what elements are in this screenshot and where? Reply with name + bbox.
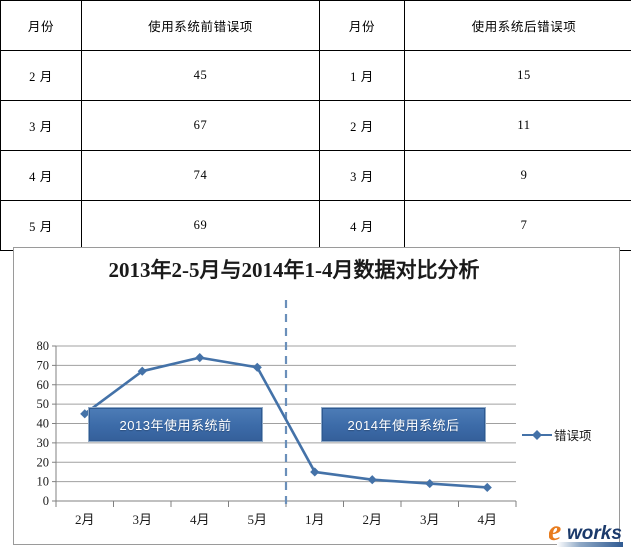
cell-month-before: 4 月 [0, 150, 82, 201]
comparison-table: 月份 使用系统前错误项 月份 使用系统后错误项 2 月 45 1 月 15 3 … [0, 0, 631, 251]
cell-errors-before: 69 [81, 200, 320, 251]
x-axis-tick-label: 4月 [477, 512, 497, 527]
table-body: 月份 使用系统前错误项 月份 使用系统后错误项 2 月 45 1 月 15 3 … [0, 0, 631, 251]
cell-month-before: 2 月 [0, 50, 82, 101]
series-marker-point [195, 353, 205, 363]
legend-marker-icon [522, 429, 552, 440]
cell-month-before: 5 月 [0, 200, 82, 251]
x-axis-tick-label: 5月 [247, 512, 267, 527]
series-marker-point [80, 409, 90, 419]
table-header-month-after: 月份 [319, 0, 405, 51]
callout-before-system: 2013年使用系统前 [89, 408, 262, 441]
table-header-errors-before: 使用系统前错误项 [81, 0, 320, 51]
y-axis-tick-label: 60 [37, 378, 50, 392]
table-header-row: 月份 使用系统前错误项 月份 使用系统后错误项 [0, 0, 631, 51]
y-axis-tick-label: 10 [37, 475, 50, 489]
chart-plot: 0 10 20 30 40 50 60 70 80 2月 3月 4月 5月 1月 2月 3月 4月 [37, 300, 517, 527]
series-marker-point [482, 482, 492, 493]
table-header-month-before: 月份 [0, 0, 82, 51]
watermark-letter-e: e [549, 514, 561, 547]
x-axis-tick-label: 2月 [362, 512, 382, 527]
series-marker-point [252, 362, 262, 372]
x-axis-tick-label: 4月 [190, 512, 210, 527]
cell-errors-after: 7 [404, 200, 631, 251]
watermark-bar [557, 542, 623, 547]
y-axis-tick-label: 0 [43, 494, 49, 508]
watermark-word-works: works [567, 523, 622, 544]
y-axis-tick-label: 50 [37, 397, 50, 411]
cell-errors-after: 9 [404, 150, 631, 201]
y-axis-tick-label: 70 [37, 358, 50, 372]
cell-month-after: 2 月 [319, 100, 405, 151]
table-row: 5 月 69 4 月 7 [0, 200, 631, 251]
eworks-watermark-logo: e works [548, 514, 627, 552]
cell-errors-before: 45 [81, 50, 320, 101]
cell-errors-before: 67 [81, 100, 320, 151]
cell-month-after: 3 月 [319, 150, 405, 201]
callout-after-system: 2014年使用系统后 [322, 408, 485, 441]
series-line-errors [83, 356, 488, 489]
series-marker-point [425, 478, 435, 489]
cell-month-after: 1 月 [319, 50, 405, 101]
legend-label-errors: 错误项 [554, 429, 592, 443]
cell-month-after: 4 月 [319, 200, 405, 251]
table-row: 4 月 74 3 月 9 [0, 150, 631, 201]
y-axis-tick-label: 20 [37, 455, 50, 469]
cell-month-before: 3 月 [0, 100, 82, 151]
chart-container: 2013年2-5月与2014年1-4月数据对比分析 0 10 20 30 40 50 60 7… [13, 247, 620, 545]
table-row: 3 月 67 2 月 11 [0, 100, 631, 151]
chart-title: 2013年2-5月与2014年1-4月数据对比分析 [108, 258, 480, 282]
y-axis-tick-label: 30 [37, 436, 50, 450]
x-axis-tick-label: 2月 [75, 512, 95, 527]
x-axis-tick-label: 1月 [305, 512, 325, 527]
series-marker-point [310, 467, 320, 477]
series-marker-point [137, 366, 147, 376]
table-row: 2 月 45 1 月 15 [0, 50, 631, 101]
x-axis-tick-label: 3月 [420, 512, 440, 527]
table-header-errors-after: 使用系统后错误项 [404, 0, 631, 51]
y-axis-tick-label: 40 [37, 417, 50, 431]
cell-errors-before: 74 [81, 150, 320, 201]
cell-errors-after: 15 [404, 50, 631, 101]
x-axis-tick-label: 3月 [132, 512, 152, 527]
cell-errors-after: 11 [404, 100, 631, 151]
y-axis-tick-label: 80 [37, 339, 50, 353]
chart-legend: 错误项 [522, 425, 592, 444]
series-marker-point [367, 475, 377, 485]
